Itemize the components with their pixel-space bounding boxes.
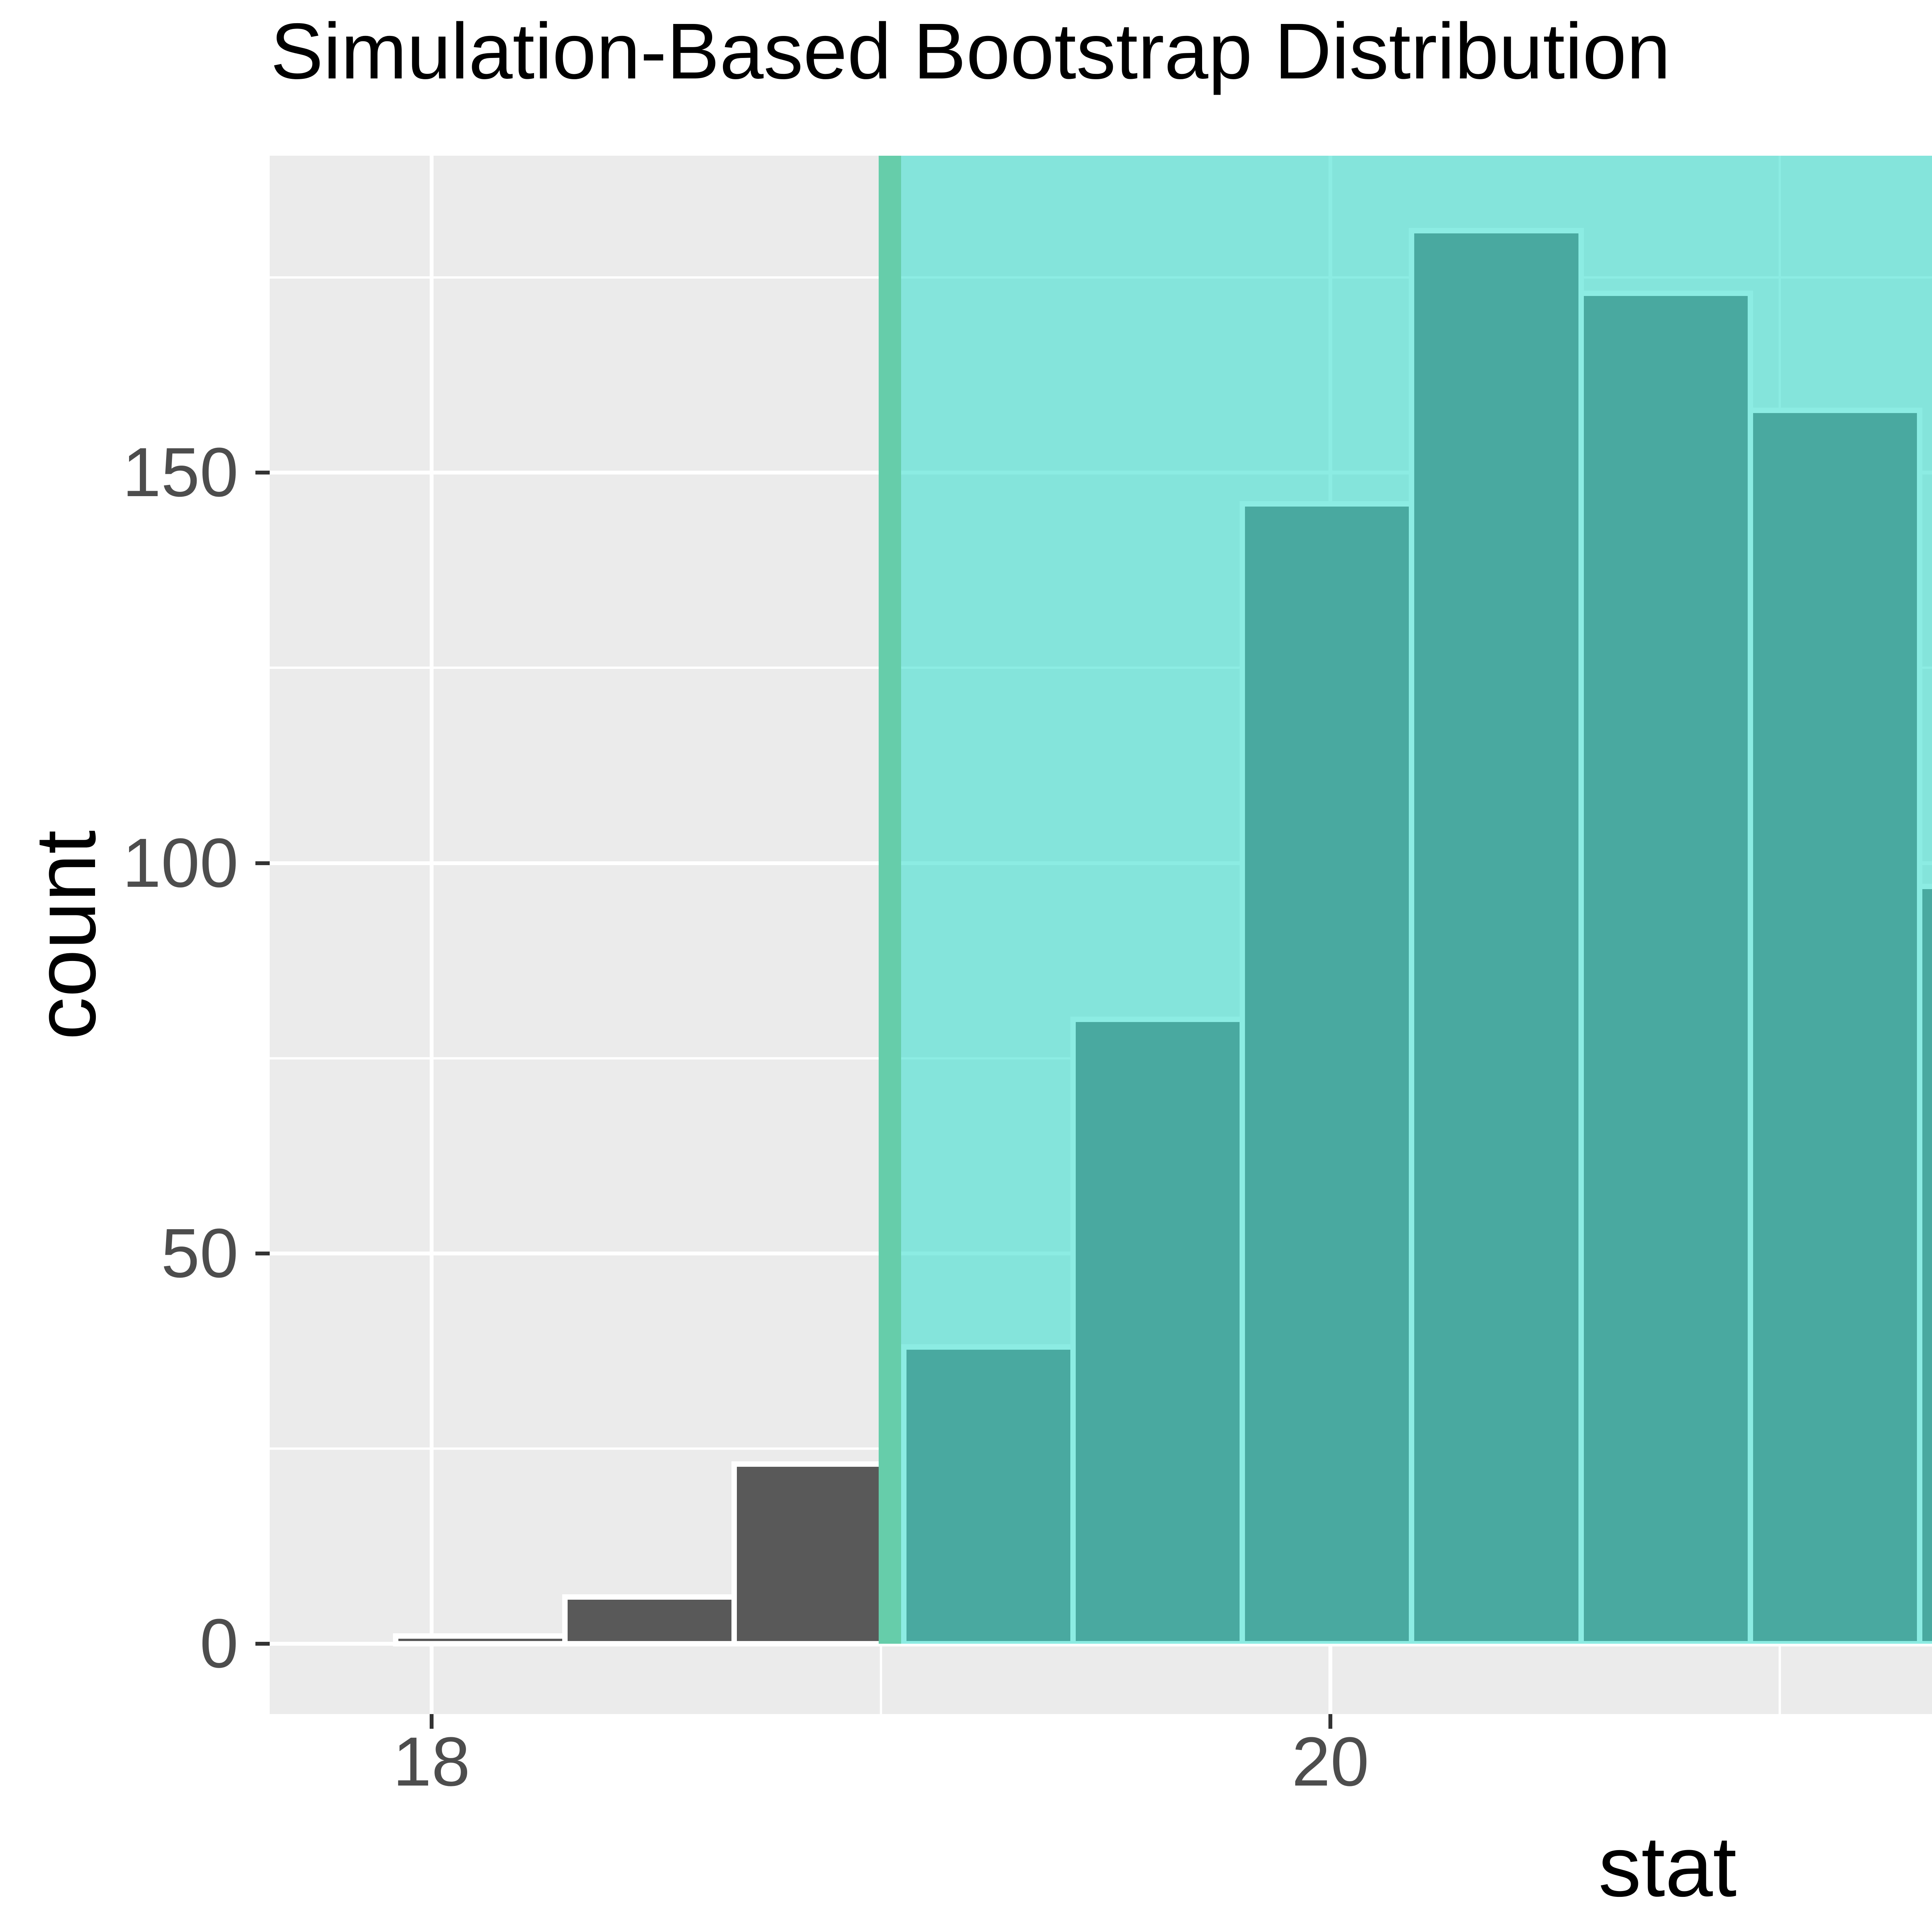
plot-panel	[270, 156, 1932, 1714]
x-tick-label: 18	[393, 1723, 470, 1801]
histogram-bar	[562, 1594, 737, 1647]
y-tick-label: 150	[122, 434, 238, 512]
confidence-interval-shade	[890, 156, 1932, 1644]
x-major-gridline	[429, 156, 434, 1714]
x-tick-mark	[429, 1714, 434, 1729]
y-tick-label: 100	[122, 824, 238, 902]
y-tick-mark	[255, 1642, 270, 1646]
confidence-interval-lower-line	[879, 156, 901, 1644]
y-tick-label: 50	[161, 1214, 238, 1292]
y-tick-mark	[255, 861, 270, 865]
histogram-bar	[393, 1633, 568, 1647]
y-tick-mark	[255, 471, 270, 475]
y-tick-label: 0	[199, 1605, 238, 1683]
histogram-bar	[731, 1461, 906, 1647]
chart-title: Simulation-Based Bootstrap Distribution	[270, 7, 1671, 95]
y-tick-mark	[255, 1251, 270, 1255]
x-tick-mark	[1328, 1714, 1333, 1729]
y-axis-title: count	[18, 830, 114, 1040]
x-axis-title: stat	[1598, 1819, 1737, 1915]
x-tick-label: 20	[1292, 1723, 1369, 1801]
